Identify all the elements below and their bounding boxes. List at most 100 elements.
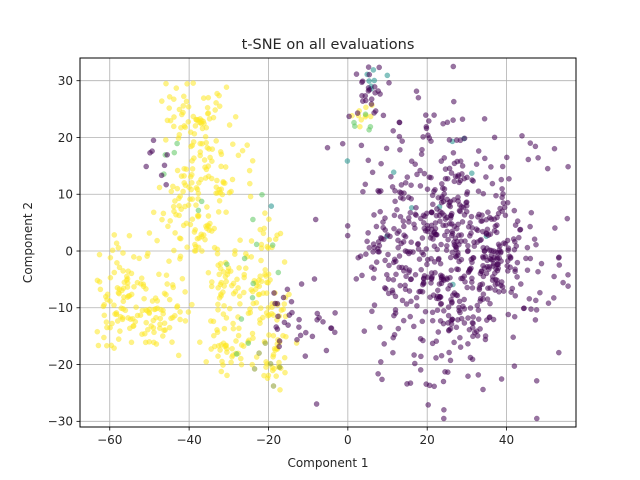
y-tick-label: −10 [48,301,73,315]
scatter-point-yellow [199,248,205,254]
y-tick-label: 30 [58,74,73,88]
scatter-point-yellow [230,325,237,332]
scatter-point-purple [417,167,423,174]
scatter-point-yellow [280,332,286,339]
scatter-point-purple [521,305,527,312]
scatter-point-yellow [237,301,243,307]
scatter-point-purple [468,213,475,220]
scatter-point-purple [527,223,533,230]
scatter-point-purple [379,376,385,383]
scatter-point-yellow [185,202,192,208]
scatter-point-purple [286,312,293,318]
scatter-point-purple [565,271,571,278]
scatter-point-purple [459,163,466,169]
scatter-point-purple [324,144,331,151]
scatter-point-purple [419,281,426,288]
scatter-point-yellow [184,244,190,251]
scatter-point-yellow [232,247,238,254]
scatter-point-yellow [221,283,228,289]
scatter-point-purple [404,174,411,180]
scatter-point-purple [471,243,478,250]
scatter-point-yellow [208,228,215,234]
scatter-point-purple [396,133,403,140]
scatter-point-purple [465,315,471,321]
scatter-point-yellow [204,104,211,111]
scatter-point-purple [358,142,365,149]
scatter-point-purple [372,89,378,96]
scatter-point-purple [448,210,455,217]
scatter-point-yellow [204,222,211,229]
scatter-point-purple [507,254,514,261]
scatter-point-purple [517,227,523,233]
y-axis-ticks: −30 −20 −10 0 10 20 30 [48,74,80,429]
scatter-point-purple [288,298,295,305]
scatter-point-yellow [127,316,134,323]
scatter-point-yellow [170,96,177,103]
scatter-point-purple [437,301,444,307]
scatter-point-purple [441,186,448,192]
scatter-point-purple [429,340,436,347]
scatter-point-purple [514,259,521,266]
scatter-point-yellow [101,301,108,308]
scatter-point-yellow [107,274,114,281]
scatter-point-yellow [176,106,183,113]
scatter-point-purple [477,326,483,332]
scatter-point-purple [514,218,521,224]
scatter-point-purple [398,182,405,188]
scatter-point-purple [493,229,500,236]
scatter-point-yellow [201,157,208,163]
scatter-point-yellow [172,230,178,236]
scatter-point-purple [390,259,397,266]
scatter-point-purple [470,255,476,261]
scatter-point-yellow [197,119,204,126]
scatter-point-yellow [120,250,126,256]
scatter-point-yellow [170,284,177,291]
scatter-point-purple [372,108,379,114]
scatter-point-purple [474,332,481,339]
scatter-point-green [245,340,252,347]
scatter-point-purple [377,324,383,331]
scatter-point-purple [370,248,376,255]
scatter-point-yellow [117,328,123,334]
scatter-point-yellow [182,289,188,295]
scatter-point-purple [309,333,316,340]
scatter-point-yellow [116,264,123,271]
scatter-point-purple [489,257,496,263]
scatter-point-teal [370,67,377,73]
scatter-point-yellow [249,361,256,368]
scatter-point-purple [465,242,471,249]
scatter-point-olive [267,360,274,367]
scatter-point-purple [410,323,417,330]
scatter-point-yellow [228,188,234,195]
scatter-point-purple [370,275,377,282]
scatter-point-yellow [144,326,151,333]
scatter-point-purple [366,71,373,78]
scatter-point-purple [417,215,424,222]
scatter-point-purple [434,307,441,314]
scatter-point-yellow [271,365,277,372]
scatter-point-purple [143,163,150,170]
scatter-point-purple [378,235,385,242]
scatter-point-purple [378,160,384,167]
scatter-point-purple [464,174,470,181]
scatter-point-purple [366,244,373,251]
scatter-point-yellow [249,330,256,337]
scatter-point-green [253,241,260,248]
scatter-point-purple [405,194,412,201]
scatter-point-purple [385,251,391,258]
scatter-point-purple [435,329,442,335]
scatter-point-purple [502,212,509,219]
scatter-point-yellow [183,98,190,105]
scatter-point-purple [429,201,436,208]
scatter-point-yellow [187,196,193,203]
scatter-point-yellow [176,202,183,209]
scatter-point-purple [565,283,571,289]
scatter-point-purple [436,212,443,219]
scatter-point-purple [499,185,505,192]
scatter-point-yellow [170,203,177,210]
scatter-point-purple [392,198,398,205]
scatter-point-yellow [115,244,122,251]
scatter-point-purple [445,312,452,319]
scatter-point-purple [485,285,491,292]
scatter-point-purple [458,275,464,282]
